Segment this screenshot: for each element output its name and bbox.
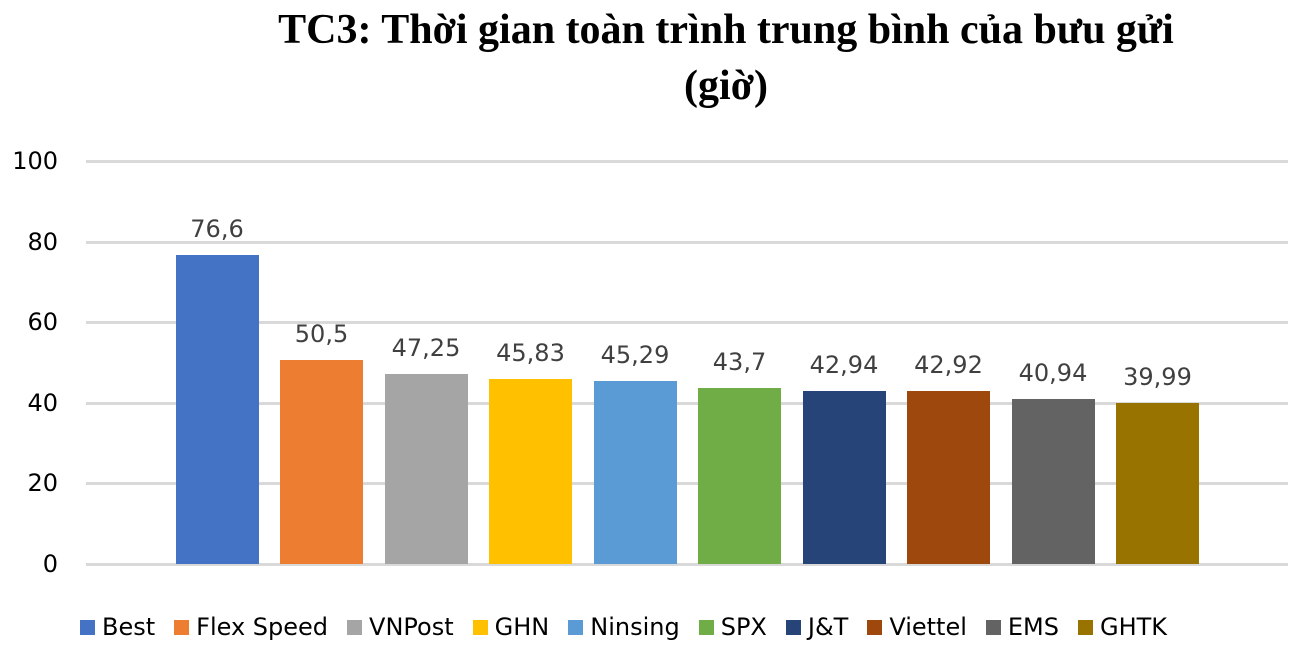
legend-item: SPX xyxy=(698,612,767,642)
data-label: 76,6 xyxy=(190,215,244,244)
gridline xyxy=(86,240,1288,244)
legend-swatch-icon xyxy=(698,619,714,635)
legend-swatch-icon xyxy=(1078,619,1093,635)
gridline xyxy=(86,321,1288,325)
legend-item: Ninsing xyxy=(568,612,680,642)
legend-item: Flex Speed xyxy=(174,612,328,642)
chart-title-line-1: TC3: Thời gian toàn trình trung bình của… xyxy=(278,7,1174,53)
bar-ghn xyxy=(489,379,572,564)
data-label: 40,94 xyxy=(1018,359,1088,387)
data-label: 42,92 xyxy=(914,351,983,380)
legend-swatch-icon xyxy=(867,619,883,635)
data-label: 47,25 xyxy=(391,333,461,362)
legend-label: Best xyxy=(102,613,156,641)
gridline xyxy=(86,482,1288,486)
legend-swatch-icon xyxy=(347,619,363,635)
legend-item: GHN xyxy=(472,612,550,642)
legend-swatch-icon xyxy=(568,619,584,635)
y-axis-tick-label: 0 xyxy=(42,550,58,578)
y-axis-tick-label: 100 xyxy=(12,147,58,175)
data-label: 45,83 xyxy=(496,339,565,368)
bar-ninsing xyxy=(593,381,677,564)
legend-swatch-icon xyxy=(174,619,190,635)
legend-label: SPX xyxy=(720,613,767,641)
legend-label: Viettel xyxy=(889,613,967,641)
legend-label: EMS xyxy=(1007,613,1059,641)
bar-j-t xyxy=(802,390,886,564)
bar-ems xyxy=(1011,399,1095,564)
data-label: 42,94 xyxy=(809,350,879,379)
legend-label: GHTK xyxy=(1100,613,1168,641)
legend-swatch-icon xyxy=(472,619,488,635)
legend-item: GHTK xyxy=(1078,612,1167,642)
legend-item: VNPost xyxy=(347,612,454,642)
gridline xyxy=(86,160,1288,163)
legend-swatch-icon xyxy=(985,619,1001,635)
bar-ghtk xyxy=(1116,402,1199,564)
legend-item: Viettel xyxy=(867,612,967,642)
legend: Best Flex Speed VNPost GHN Ninsing SPX J&T Viet… xyxy=(80,612,1186,642)
data-label: 43,7 xyxy=(712,347,767,376)
y-axis-tick-label: 60 xyxy=(27,308,58,337)
bar-vnpost xyxy=(384,373,468,564)
legend-label: J&T xyxy=(807,613,849,641)
bar-flex-speed xyxy=(280,360,363,564)
legend-label: GHN xyxy=(494,613,550,641)
legend-label: Flex Speed xyxy=(196,613,329,641)
data-label: 50,5 xyxy=(294,320,349,349)
plot-area: 0 20 40 60 80 100 76,6 50,5 47,25 45,83 45,29 43,7 4… xyxy=(12,147,1288,578)
legend-swatch-icon xyxy=(785,619,801,635)
legend-item: Best xyxy=(80,612,155,642)
y-axis-tick-label: 40 xyxy=(27,388,58,417)
chart-title-line-2: (giờ) xyxy=(684,63,768,109)
y-axis-tick-label: 20 xyxy=(27,469,58,498)
data-label: 45,29 xyxy=(600,341,670,370)
legend-swatch-icon xyxy=(80,619,95,635)
legend-label: Ninsing xyxy=(590,613,680,641)
bar-spx xyxy=(698,387,781,564)
legend-item: J&T xyxy=(785,612,849,642)
bar-best xyxy=(175,255,259,564)
bar-viettel xyxy=(907,391,990,564)
legend-item: EMS xyxy=(985,612,1059,642)
legend-label: VNPost xyxy=(369,613,454,641)
gridline xyxy=(86,563,1288,566)
y-axis-tick-label: 80 xyxy=(27,227,58,256)
gridline xyxy=(86,401,1288,405)
data-label: 39,99 xyxy=(1123,362,1192,391)
